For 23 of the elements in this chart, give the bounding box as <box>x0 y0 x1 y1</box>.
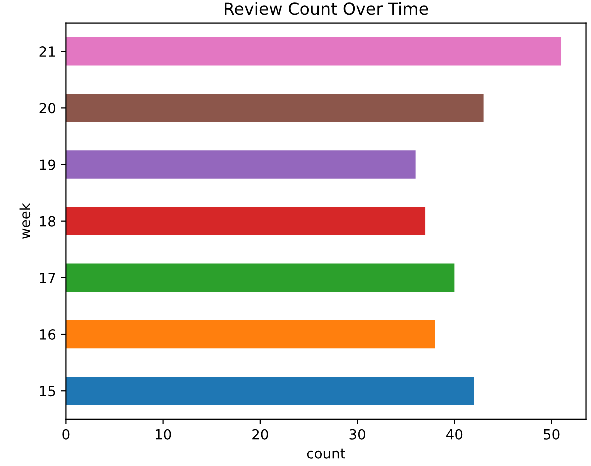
bar <box>66 264 455 292</box>
x-tick-label: 0 <box>62 429 70 440</box>
bar <box>66 37 562 66</box>
x-tick-label: 10 <box>156 429 172 440</box>
x-tick-label: 20 <box>252 429 268 440</box>
y-axis-title: week <box>20 203 31 240</box>
bar <box>66 376 474 406</box>
bar <box>66 94 484 122</box>
bar <box>66 207 426 236</box>
y-tick-label: 19 <box>40 160 56 170</box>
y-tick-label: 16 <box>40 329 56 340</box>
y-tick-label: 15 <box>40 386 56 397</box>
y-tick-label: 21 <box>40 46 56 57</box>
y-tick-label: 20 <box>40 103 56 114</box>
x-tick-label: 40 <box>446 429 463 440</box>
bar <box>66 320 436 349</box>
bar <box>66 150 416 179</box>
y-tick-label: 18 <box>40 216 56 227</box>
x-tick-label: 50 <box>544 429 560 440</box>
x-axis-title: count <box>307 448 346 459</box>
chart-title: Review Count Over Time <box>225 2 428 16</box>
x-tick-label: 30 <box>350 429 366 440</box>
y-tick-label: 17 <box>40 273 56 284</box>
